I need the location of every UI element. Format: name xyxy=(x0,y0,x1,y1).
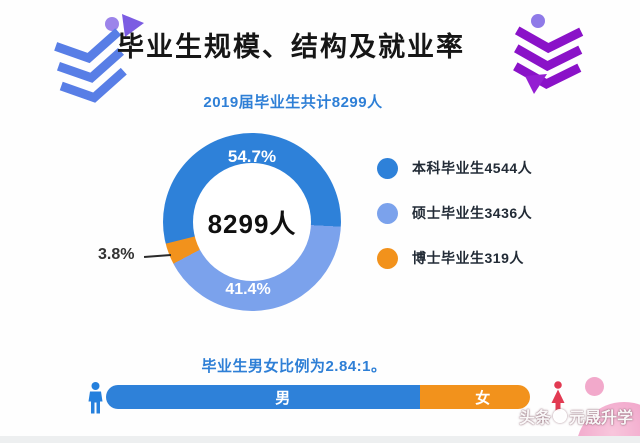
pct-label-doctor: 3.8% xyxy=(98,246,135,263)
male-bar-segment: 男 xyxy=(106,385,420,409)
chevron-group xyxy=(513,26,584,90)
legend-dot-icon xyxy=(377,157,398,179)
watermark-prefix: 头条 xyxy=(519,410,552,427)
male-segment-label: 男 xyxy=(275,389,291,407)
legend-label: 博士毕业生319人 xyxy=(412,250,524,266)
pie-legend: 本科毕业生4544人 硕士毕业生3436人 博士毕业生319人 xyxy=(377,157,532,269)
doctor-leader-line xyxy=(143,254,172,258)
legend-item-master: 硕士毕业生3436人 xyxy=(377,202,532,224)
watermark-logo-icon xyxy=(553,409,568,423)
donut-chart: 8299人 xyxy=(163,133,341,311)
male-icon xyxy=(88,382,103,414)
watermark-name: 元晟升学 xyxy=(569,410,634,427)
chevron-group xyxy=(54,28,127,103)
legend-item-doctor: 博士毕业生319人 xyxy=(377,247,532,269)
pct-label-undergraduate: 54.7% xyxy=(227,147,277,166)
title-decoration-right-chevrons-icon xyxy=(513,14,584,94)
page-title: 毕业生规模、结构及就业率 xyxy=(117,32,465,62)
bottom-strip xyxy=(0,436,640,443)
legend-label: 本科毕业生4544人 xyxy=(412,160,533,176)
legend-dot-icon xyxy=(377,202,398,224)
female-bar-segment: 女 xyxy=(419,385,530,409)
pct-label-master: 41.4% xyxy=(225,281,271,298)
legend-label: 硕士毕业生3436人 xyxy=(412,205,533,221)
page-subtitle: 2019届毕业生共计8299人 xyxy=(203,94,383,111)
watermark-blob-small xyxy=(585,377,604,396)
donut-center-label: 8299人 xyxy=(207,208,297,239)
female-icon xyxy=(551,381,565,411)
gender-ratio-title: 毕业生男女比例为2.84:1。 xyxy=(201,358,387,375)
gender-stacked-bar: 男 女 xyxy=(106,385,530,409)
female-segment-label: 女 xyxy=(475,389,491,407)
donut-hole: 8299人 xyxy=(193,163,311,281)
title-decoration-left-chevrons-icon xyxy=(54,14,144,103)
legend-item-undergraduate: 本科毕业生4544人 xyxy=(377,157,532,179)
legend-dot-icon xyxy=(377,247,398,269)
watermark: 头条 元晟升学 xyxy=(519,404,640,428)
